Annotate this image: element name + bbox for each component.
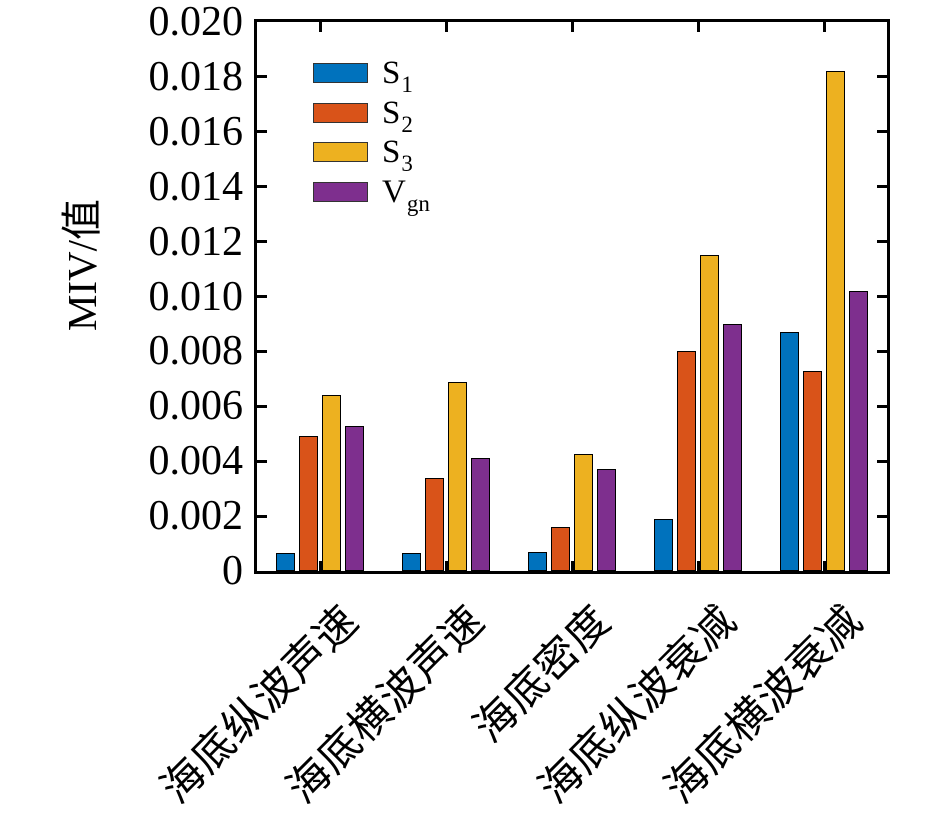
y-tick-label: 0.012 <box>148 218 244 265</box>
y-tick-label: 0.020 <box>148 0 244 45</box>
plot-area <box>254 19 890 574</box>
y-tick-label: 0.014 <box>148 163 244 210</box>
bar-s3-cat1 <box>322 395 341 571</box>
bar-vgn-cat2 <box>471 458 490 571</box>
bar-s2-cat5 <box>803 370 822 571</box>
legend-text-main: S <box>382 134 401 170</box>
legend-text-main: S <box>382 94 401 131</box>
y-tick-mark-right <box>877 404 887 408</box>
bar-s2-cat1 <box>299 436 318 571</box>
y-tick-label: 0.016 <box>148 108 244 155</box>
x-tick-mark-top <box>570 22 574 32</box>
y-tick-mark-left <box>257 514 267 518</box>
y-tick-label: 0.018 <box>148 53 244 100</box>
bar-s2-cat4 <box>677 351 696 571</box>
legend-text-main: S <box>382 55 401 91</box>
y-tick-label: 0.004 <box>148 438 244 485</box>
legend-text-subscript: 1 <box>401 72 413 97</box>
bar-s3-cat4 <box>700 255 719 571</box>
y-tick-label: 0.008 <box>148 328 244 375</box>
y-tick-label: 0.010 <box>148 273 244 320</box>
x-tick-mark-top <box>444 22 448 32</box>
bar-s1-cat5 <box>780 332 799 571</box>
bar-s1-cat3 <box>528 551 547 571</box>
y-tick-mark-left <box>257 459 267 463</box>
x-tick-mark-bottom <box>570 561 574 571</box>
bar-s1-cat2 <box>402 553 421 571</box>
x-tick-mark-bottom <box>444 561 448 571</box>
legend-swatch-s1 <box>313 63 368 83</box>
y-tick-label: 0.002 <box>148 493 244 540</box>
legend-label-vgn: Vgn <box>382 173 430 215</box>
legend-text-subscript: 3 <box>401 151 413 176</box>
legend-swatch-s3 <box>313 142 368 162</box>
bar-s1-cat1 <box>276 553 295 571</box>
legend-text-main: V <box>382 173 406 210</box>
y-tick-mark-right <box>877 185 887 189</box>
legend-label-s3: S3 <box>382 134 413 176</box>
bar-s3-cat2 <box>448 381 467 571</box>
y-tick-mark-right <box>877 459 887 463</box>
y-tick-label: 0 <box>222 548 243 594</box>
y-tick-mark-left <box>257 295 267 298</box>
legend-text-subscript: 2 <box>401 111 413 137</box>
y-axis-label: MIV/值 <box>59 198 105 332</box>
bar-s2-cat3 <box>551 527 570 571</box>
x-tick-mark-top <box>696 22 700 32</box>
y-tick-mark-right <box>877 240 887 244</box>
y-tick-mark-left <box>257 75 267 79</box>
x-tick-mark-bottom <box>822 561 826 571</box>
legend-swatch-vgn <box>313 181 368 202</box>
x-tick-mark-top <box>318 22 322 32</box>
y-tick-label: 0.006 <box>148 383 244 430</box>
bar-s2-cat2 <box>425 477 444 571</box>
legend-text-subscript: gn <box>406 190 430 216</box>
legend-swatch-s2 <box>313 102 368 123</box>
bar-s3-cat3 <box>574 454 593 571</box>
y-tick-mark-left <box>257 349 267 353</box>
y-tick-mark-right <box>877 75 887 79</box>
y-tick-mark-right <box>877 514 887 518</box>
y-tick-mark-right <box>877 130 887 134</box>
y-tick-mark-left <box>257 240 267 244</box>
y-tick-mark-left <box>257 185 267 189</box>
x-tick-mark-bottom <box>696 561 700 571</box>
bar-s1-cat4 <box>654 518 673 571</box>
y-tick-mark-right <box>877 295 887 298</box>
x-tick-mark-bottom <box>318 561 322 571</box>
x-tick-mark-top <box>822 22 826 32</box>
bar-s3-cat5 <box>826 71 845 571</box>
y-tick-mark-left <box>257 130 267 134</box>
bar-vgn-cat4 <box>723 323 742 571</box>
bar-vgn-cat1 <box>345 425 364 571</box>
y-tick-mark-right <box>877 349 887 353</box>
legend-label-s1: S1 <box>382 55 413 97</box>
y-tick-mark-left <box>257 404 267 408</box>
legend-label-s2: S2 <box>382 94 413 136</box>
bar-vgn-cat3 <box>597 469 616 571</box>
bar-vgn-cat5 <box>849 291 868 571</box>
